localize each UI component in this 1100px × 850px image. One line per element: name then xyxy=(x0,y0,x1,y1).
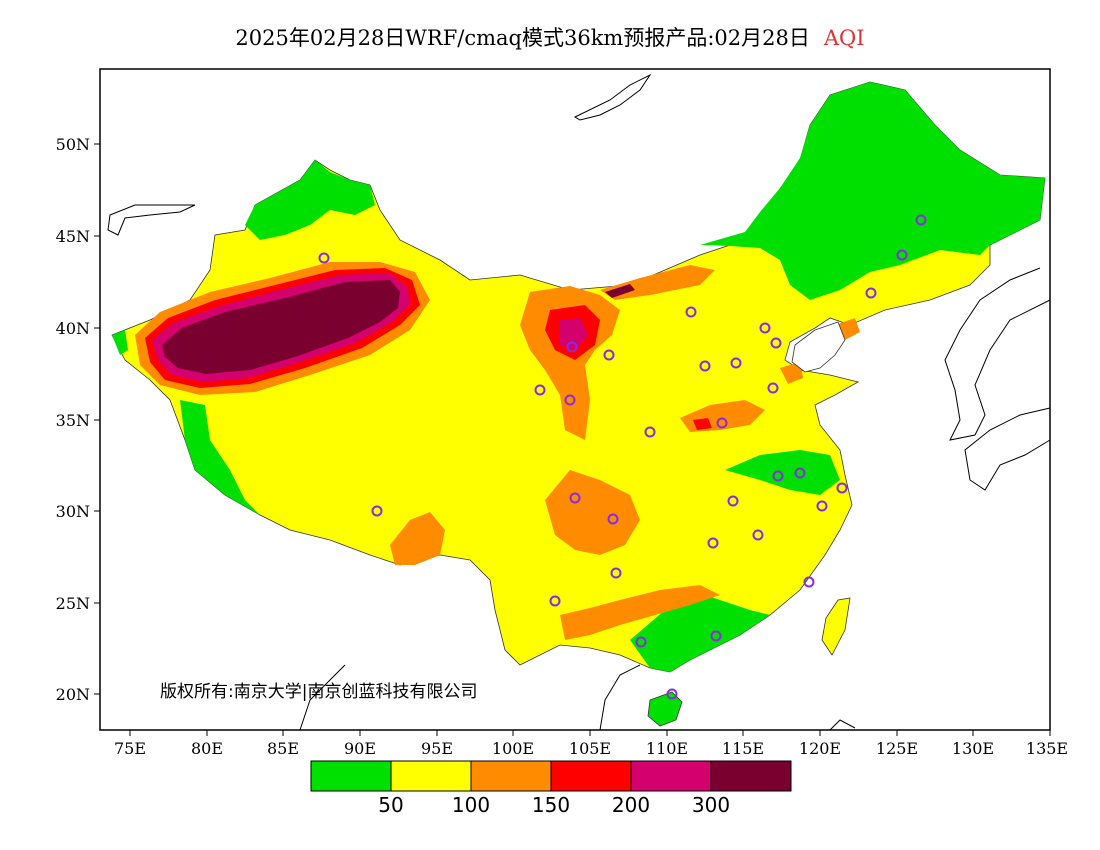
city-markers xyxy=(318,214,927,700)
city-marker xyxy=(603,349,615,361)
lat-label: 30N xyxy=(56,502,90,521)
lon-ticks xyxy=(129,730,1051,736)
city-marker xyxy=(569,492,581,504)
colorbar-label: 150 xyxy=(532,793,570,817)
lat-ticks xyxy=(94,143,100,695)
lon-label: 115E xyxy=(722,739,764,758)
city-marker xyxy=(699,360,711,372)
coastline-japan xyxy=(964,407,1051,491)
city-marker xyxy=(716,417,728,429)
city-marker xyxy=(371,505,383,517)
city-marker xyxy=(816,500,828,512)
city-marker xyxy=(534,384,546,396)
city-marker xyxy=(685,306,697,318)
green-west-edge xyxy=(180,400,260,515)
title-variable: AQI xyxy=(823,26,865,50)
maroon-taklimakan xyxy=(162,280,400,374)
city-marker xyxy=(566,341,578,353)
city-marker xyxy=(770,337,782,349)
copyright-text: 版权所有:南京大学|南京创蓝科技有限公司 xyxy=(160,682,477,702)
colorbar-swatch-1 xyxy=(310,760,392,792)
lon-label: 75E xyxy=(114,739,146,758)
magenta-ordos xyxy=(560,318,588,350)
lon-label: 90E xyxy=(344,739,376,758)
orange-sichuan xyxy=(545,470,640,555)
lat-label: 35N xyxy=(56,411,90,430)
maroon-north-border xyxy=(605,284,635,298)
colorbar: 50 100 150 200 300 xyxy=(310,760,792,817)
green-east-central xyxy=(725,450,840,495)
coastline-lake xyxy=(107,204,196,236)
lon-labels: 75E 80E 85E 90E 95E 100E 105E 110E 115E … xyxy=(114,739,1068,758)
map-title: 2025年02月28日WRF/cmaq模式36km预报产品:02月28日 AQI xyxy=(0,22,1100,52)
lon-label: 85E xyxy=(267,739,299,758)
bohai-sea xyxy=(791,321,846,373)
lon-label: 130E xyxy=(952,739,994,758)
city-marker xyxy=(644,426,656,438)
city-marker xyxy=(730,357,742,369)
orange-south xyxy=(560,585,720,640)
city-marker xyxy=(666,688,678,700)
city-marker xyxy=(896,249,908,261)
coastline-indochina xyxy=(299,664,641,731)
lat-label: 25N xyxy=(56,594,90,613)
city-marker xyxy=(610,567,622,579)
coastline-lake-baikal xyxy=(573,73,652,121)
orange-shandong xyxy=(780,362,803,384)
city-marker xyxy=(607,513,619,525)
lon-label: 100E xyxy=(492,739,534,758)
taiwan-island xyxy=(821,597,851,656)
lon-label: 120E xyxy=(799,739,841,758)
red-central xyxy=(693,418,712,430)
city-marker xyxy=(865,287,877,299)
city-marker xyxy=(549,595,561,607)
city-marker xyxy=(710,630,722,642)
coastlines xyxy=(107,73,1051,731)
lon-label: 105E xyxy=(569,739,611,758)
lat-labels: 50N 45N 40N 35N 30N 25N 20N xyxy=(56,135,90,704)
lon-label: 135E xyxy=(1026,739,1068,758)
lat-label: 20N xyxy=(56,685,90,704)
city-marker xyxy=(752,529,764,541)
city-marker xyxy=(564,394,576,406)
orange-liaoning xyxy=(835,318,860,340)
city-marker xyxy=(767,382,779,394)
city-marker xyxy=(707,537,719,549)
green-northeast xyxy=(700,82,1045,300)
colorbar-label: 200 xyxy=(612,793,650,817)
city-marker xyxy=(803,576,815,588)
city-marker xyxy=(635,636,647,648)
city-marker xyxy=(772,470,784,482)
lon-label: 80E xyxy=(191,739,223,758)
orange-tibet-south xyxy=(390,512,445,565)
colorbar-label: 100 xyxy=(452,793,490,817)
lat-label: 45N xyxy=(56,227,90,246)
china-aqi-field xyxy=(111,81,1046,727)
city-marker xyxy=(836,482,848,494)
title-main: 2025年02月28日WRF/cmaq模式36km预报产品:02月28日 xyxy=(235,26,810,50)
city-marker xyxy=(727,495,739,507)
lon-label: 110E xyxy=(646,739,688,758)
colorbar-swatch-5 xyxy=(630,760,712,792)
colorbar-swatch-3 xyxy=(470,760,552,792)
lon-label: 125E xyxy=(876,739,918,758)
colorbar-swatch-2 xyxy=(390,760,472,792)
lat-label: 40N xyxy=(56,319,90,338)
lat-label: 50N xyxy=(56,135,90,154)
green-far-west xyxy=(112,330,128,355)
city-marker xyxy=(915,214,927,226)
coastline-philippines xyxy=(829,719,856,731)
hainan-island xyxy=(647,691,683,727)
lon-label: 95E xyxy=(421,739,453,758)
colorbar-swatch-4 xyxy=(550,760,632,792)
coastline-korea xyxy=(944,267,1051,441)
city-marker xyxy=(794,467,806,479)
colorbar-label: 50 xyxy=(378,793,403,817)
colorbar-swatch-6 xyxy=(710,760,792,792)
city-marker xyxy=(759,322,771,334)
green-north-xinjiang xyxy=(245,160,375,240)
colorbar-label: 300 xyxy=(692,793,730,817)
city-marker xyxy=(318,252,330,264)
